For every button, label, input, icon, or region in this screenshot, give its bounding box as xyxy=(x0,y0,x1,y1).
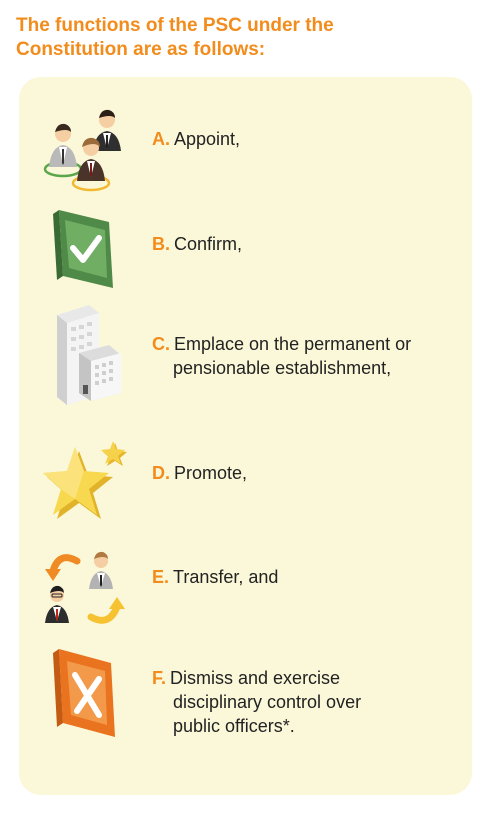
transfer-people-icon xyxy=(39,543,129,633)
item-line: Emplace on the permanent or xyxy=(174,334,412,354)
item-letter: F. xyxy=(152,668,167,688)
item-line: Promote, xyxy=(174,463,248,483)
checkmark-box-icon xyxy=(39,202,129,292)
function-text-confirm: B. Confirm, xyxy=(152,232,452,256)
functions-panel: A. Appoint, B. Confirm, xyxy=(19,77,472,795)
function-text-dismiss: F. Dismiss and exercise disciplinary cont… xyxy=(152,666,452,738)
item-letter: A. xyxy=(152,129,170,149)
item-line: Appoint, xyxy=(174,129,241,149)
function-text-appoint: A. Appoint, xyxy=(152,127,452,151)
heading-line-2: Constitution are as follows: xyxy=(16,39,266,60)
function-text-promote: D. Promote, xyxy=(152,461,452,485)
item-letter: E. xyxy=(152,567,170,587)
item-line: disciplinary control over xyxy=(173,692,362,712)
x-box-icon xyxy=(39,645,129,737)
function-text-emplace: C. Emplace on the permanent or pensionabl… xyxy=(152,332,452,380)
item-line: Dismiss and exercise xyxy=(170,668,341,688)
heading-line-1: The functions of the PSC under the xyxy=(16,15,334,36)
function-text-transfer: E. Transfer, and xyxy=(152,565,452,589)
item-line: Transfer, and xyxy=(173,567,279,587)
office-building-icon xyxy=(39,305,129,405)
people-group-icon xyxy=(39,107,129,197)
item-line: pensionable establishment, xyxy=(173,358,392,378)
item-letter: D. xyxy=(152,463,170,483)
item-line: public officers*. xyxy=(173,716,295,736)
item-letter: B. xyxy=(152,234,170,254)
item-letter: C. xyxy=(152,334,170,354)
stars-icon xyxy=(39,429,129,519)
item-line: Confirm, xyxy=(174,234,243,254)
page-heading: The functions of the PSC under the Const… xyxy=(16,14,476,62)
